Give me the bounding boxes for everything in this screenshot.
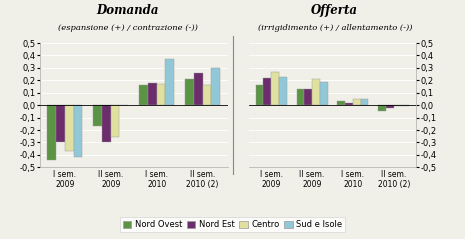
Bar (345, 103, 353, 105)
Bar (304, 89, 312, 105)
Bar (279, 76, 287, 105)
Bar (378, 105, 386, 111)
Bar (338, 101, 345, 105)
Bar (102, 105, 111, 142)
Text: (espansione (+) / contrazione (-)): (espansione (+) / contrazione (-)) (58, 24, 198, 32)
Bar (185, 79, 194, 105)
Bar (271, 72, 279, 105)
Text: Domanda: Domanda (97, 4, 159, 16)
Legend: Nord Ovest, Nord Est, Centro, Sud e Isole: Nord Ovest, Nord Est, Centro, Sud e Isol… (120, 217, 345, 233)
Bar (312, 79, 320, 105)
Bar (157, 84, 166, 105)
Bar (111, 105, 120, 137)
Bar (148, 83, 157, 105)
Bar (203, 85, 211, 105)
Bar (166, 59, 174, 105)
Text: (irrigidimento (+) / allentamento (-)): (irrigidimento (+) / allentamento (-)) (258, 24, 412, 32)
Bar (256, 85, 264, 105)
Bar (56, 105, 65, 142)
Bar (353, 99, 361, 105)
Bar (47, 105, 56, 160)
Bar (211, 68, 220, 105)
Text: Offerta: Offerta (311, 4, 359, 16)
Bar (65, 105, 73, 151)
Bar (194, 73, 203, 105)
Bar (264, 78, 271, 105)
Bar (93, 105, 102, 126)
Bar (139, 85, 148, 105)
Bar (73, 105, 82, 157)
Bar (320, 81, 327, 105)
Bar (394, 105, 401, 106)
Bar (361, 99, 368, 105)
Bar (401, 105, 409, 106)
Bar (386, 105, 394, 108)
Bar (297, 89, 304, 105)
